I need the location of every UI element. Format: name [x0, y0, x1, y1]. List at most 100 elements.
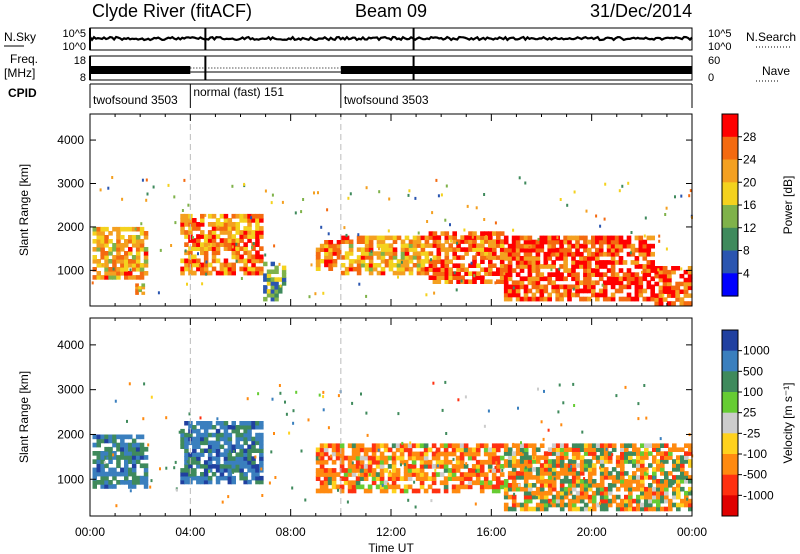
echo-cell: [642, 247, 648, 253]
echo-cell: [547, 292, 552, 298]
scatter-echo: [452, 457, 455, 461]
echo-cell: [200, 213, 205, 219]
echo-cell: [543, 284, 549, 290]
echo-cell: [200, 242, 205, 247]
echo-cell: [599, 479, 605, 484]
echo-cell: [327, 488, 333, 494]
echo-cell: [539, 235, 545, 241]
echo-cell: [539, 475, 545, 480]
echo-cell: [371, 468, 377, 473]
echo-cell: [243, 218, 248, 223]
scatter-echo: [152, 185, 155, 189]
echo-cell: [598, 276, 604, 282]
echo-cell: [368, 270, 374, 276]
scatter-echo: [264, 253, 267, 257]
echo-cell: [575, 498, 581, 504]
echo-cell: [100, 455, 105, 460]
echo-cell: [339, 451, 345, 457]
echo-cell: [219, 444, 225, 449]
echo-cell: [259, 444, 264, 449]
echo-cell: [650, 260, 655, 265]
scatter-echo: [106, 456, 109, 460]
echo-cell: [443, 480, 449, 486]
scatter-echo: [436, 464, 439, 468]
echo-cell: [223, 428, 229, 434]
echo-cell: [192, 428, 197, 434]
echo-cell: [231, 238, 236, 243]
echo-cell: [423, 472, 429, 477]
echo-cell: [211, 444, 217, 449]
echo-cell: [571, 479, 577, 484]
echo-cell: [492, 247, 497, 252]
echo-cell: [515, 243, 521, 249]
echo-cell: [444, 279, 450, 284]
echo-cell: [495, 468, 501, 473]
echo-cell: [535, 486, 541, 492]
scatter-echo: [504, 504, 507, 508]
echo-cell: [388, 266, 394, 272]
echo-cell: [424, 259, 430, 264]
echo-cell: [599, 459, 605, 464]
echo-cell: [448, 267, 453, 272]
echo-cell: [444, 263, 450, 268]
freq-label: Freq.: [10, 52, 39, 66]
echo-cell: [367, 484, 373, 490]
scatter-echo: [240, 277, 243, 280]
echo-cell: [243, 460, 248, 465]
echo-cell: [395, 447, 401, 453]
echo-cell: [503, 486, 509, 492]
echo-cell: [459, 480, 465, 486]
echo-cell: [243, 428, 248, 434]
echo-cell: [547, 235, 552, 241]
colorbar-swatch: [722, 205, 738, 229]
echo-cell: [583, 486, 589, 492]
echo-cell: [200, 218, 205, 223]
echo-cell: [475, 476, 481, 481]
echo-cell: [459, 451, 465, 457]
echo-cell: [571, 483, 577, 488]
echo-cell: [531, 490, 537, 496]
echo-cell: [211, 472, 217, 477]
echo-cell: [672, 443, 677, 448]
echo-cell: [515, 486, 521, 492]
echo-cell: [143, 231, 149, 236]
echo-cell: [131, 226, 137, 232]
echo-cell: [618, 296, 624, 302]
scatter-echo: [414, 505, 417, 509]
echo-cell: [515, 463, 521, 468]
scatter-echo: [630, 231, 633, 234]
echo-cell: [503, 280, 509, 286]
echo-cell: [135, 226, 141, 232]
echo-cell: [614, 276, 620, 282]
echo-cell: [331, 484, 337, 490]
echo-cell: [356, 270, 362, 276]
echo-cell: [499, 255, 505, 260]
scatter-echo: [351, 401, 354, 405]
scatter-echo: [433, 291, 436, 295]
echo-cell: [336, 251, 342, 256]
echo-cell: [395, 443, 401, 449]
scatter-echo: [556, 236, 559, 240]
echo-cell: [128, 471, 133, 477]
echo-cell: [664, 475, 669, 480]
echo-cell: [547, 251, 552, 257]
echo-cell: [615, 475, 621, 480]
echo-cell: [488, 271, 493, 276]
echo-cell: [523, 276, 529, 282]
echo-cell: [475, 459, 481, 465]
echo-cell: [527, 260, 533, 265]
echo-cell: [640, 483, 645, 488]
echo-cell: [519, 256, 525, 261]
echo-cell: [587, 276, 592, 282]
scatter-echo: [259, 227, 262, 231]
echo-cell: [575, 455, 581, 460]
echo-cell: [211, 432, 217, 438]
echo-cell: [235, 460, 240, 465]
echo-cell: [587, 288, 592, 294]
echo-cell: [603, 502, 609, 508]
echo-cell: [656, 506, 661, 512]
echo-cell: [315, 476, 321, 481]
echo-cell: [112, 255, 117, 260]
echo-cell: [539, 264, 545, 269]
